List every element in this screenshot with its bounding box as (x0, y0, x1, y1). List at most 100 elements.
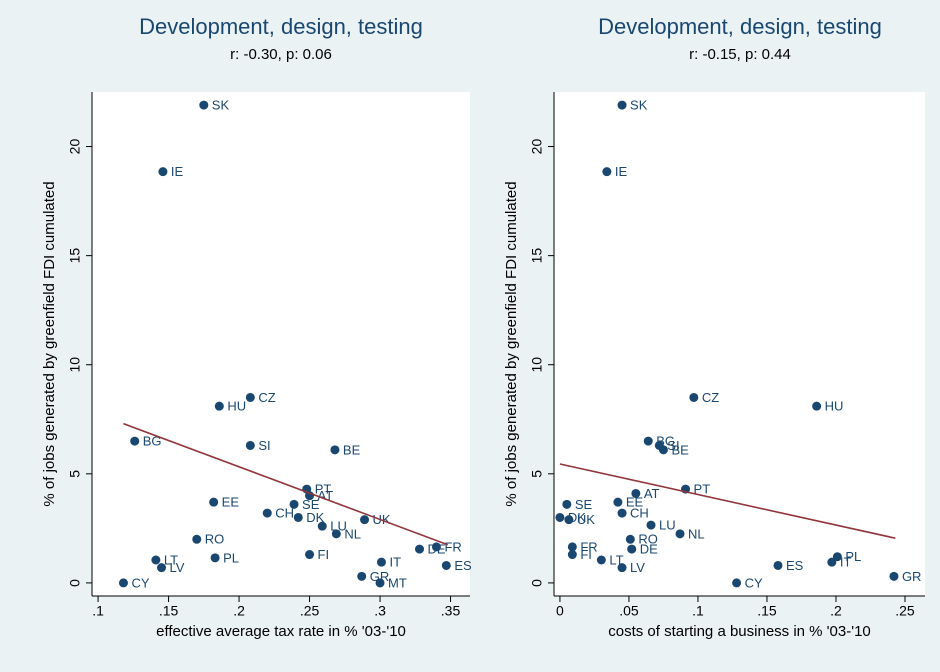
point-label: PT (694, 482, 711, 497)
point-label: IT (840, 555, 852, 570)
point (555, 512, 565, 522)
x-tick-label: .2 (830, 603, 842, 619)
x-tick-label: .05 (619, 603, 639, 619)
point (773, 560, 783, 570)
point (689, 392, 699, 402)
point-label: FR (444, 539, 461, 554)
point-label: GR (902, 569, 922, 584)
point (209, 497, 219, 507)
point (596, 555, 606, 565)
point (331, 529, 341, 539)
point (562, 499, 572, 509)
point-label: HU (227, 399, 246, 414)
point (631, 488, 641, 498)
point (627, 544, 637, 554)
point-label: SE (302, 497, 320, 512)
point-label: CZ (258, 390, 275, 405)
point (289, 499, 299, 509)
plot-area (92, 92, 470, 596)
x-tick-label: .15 (757, 603, 777, 619)
point (625, 534, 635, 544)
y-tick-label: 0 (529, 579, 545, 587)
point (567, 542, 577, 552)
x-tick-label: .25 (895, 603, 915, 619)
point (210, 553, 220, 563)
point (375, 578, 385, 588)
point-label: LU (659, 518, 676, 533)
x-tick-label: .35 (441, 603, 461, 619)
fit-line (123, 422, 449, 546)
point (431, 542, 441, 552)
point-label: CY (131, 575, 149, 590)
point-label: FI (580, 547, 592, 562)
y-tick-label: 5 (67, 470, 83, 478)
point (646, 520, 656, 530)
point (617, 100, 627, 110)
point-label: ES (786, 558, 804, 573)
chart-title: Development, design, testing (598, 14, 882, 39)
point (118, 578, 128, 588)
point-label: UK (577, 512, 595, 527)
point (130, 436, 140, 446)
x-tick-label: .3 (374, 603, 386, 619)
point-label: PL (223, 550, 239, 565)
point-label: CH (630, 506, 649, 521)
point (812, 401, 822, 411)
point-label: LT (164, 552, 178, 567)
point-label: MT (388, 575, 407, 590)
point (317, 521, 327, 531)
point (151, 555, 161, 565)
point (658, 445, 668, 455)
x-tick-label: 0 (556, 603, 564, 619)
point-label: EE (222, 495, 240, 510)
point-label: CY (745, 575, 763, 590)
point-label: PL (845, 549, 861, 564)
point-label: GR (370, 569, 390, 584)
point (360, 515, 370, 525)
point-label: LV (170, 560, 185, 575)
point-label: FR (580, 539, 597, 554)
point-label: CZ (702, 390, 719, 405)
point (617, 563, 627, 573)
point (305, 550, 315, 560)
point (199, 100, 209, 110)
point (245, 440, 255, 450)
point-label: ES (454, 558, 472, 573)
point-label: IT (389, 555, 401, 570)
point-label: RO (638, 532, 658, 547)
point-label: BE (343, 442, 361, 457)
point-label: DE (640, 542, 658, 557)
point (192, 534, 202, 544)
point (214, 401, 224, 411)
point-label: NL (688, 526, 705, 541)
chart-subtitle: r: -0.15, p: 0.44 (689, 46, 791, 63)
y-tick-label: 10 (67, 357, 83, 373)
point-label: BG (143, 434, 162, 449)
point-label: AT (318, 488, 334, 503)
y-tick-label: 15 (529, 248, 545, 264)
point-label: SI (667, 438, 679, 453)
point-label: EE (626, 495, 644, 510)
point (245, 392, 255, 402)
y-tick-label: 20 (67, 139, 83, 155)
point-label: IE (615, 164, 628, 179)
x-axis-label: costs of starting a business in % '03-'1… (608, 623, 871, 640)
point (293, 512, 303, 522)
y-axis-label: % of jobs generated by greenfield FDI cu… (503, 181, 520, 506)
x-tick-label: .25 (300, 603, 320, 619)
chart-title: Development, design, testing (139, 14, 423, 39)
point-label: FI (318, 547, 330, 562)
x-tick-label: .1 (692, 603, 704, 619)
point (441, 560, 451, 570)
x-tick-label: .2 (233, 603, 245, 619)
chart-subtitle: r: -0.30, p: 0.06 (230, 46, 332, 63)
fit-line (559, 463, 896, 539)
point (415, 544, 425, 554)
point (832, 552, 842, 562)
point (613, 497, 623, 507)
point-label: SI (258, 438, 270, 453)
x-tick-label: .15 (159, 603, 179, 619)
point-label: NL (344, 526, 361, 541)
point-label: SE (575, 497, 593, 512)
y-tick-label: 15 (67, 248, 83, 264)
